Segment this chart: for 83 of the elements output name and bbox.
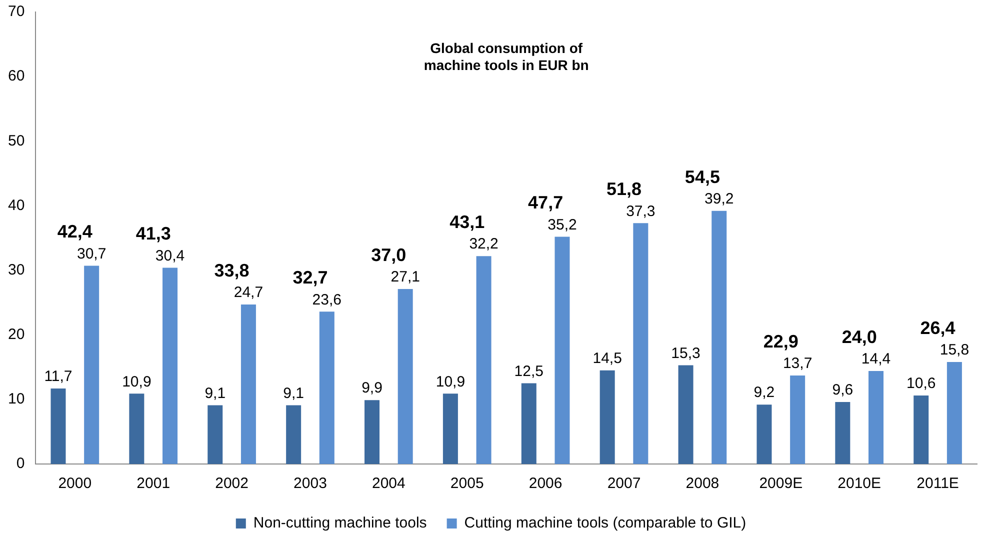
bar (633, 223, 648, 464)
x-tick-label: 2000 (58, 475, 92, 492)
total-label: 41,3 (136, 224, 171, 244)
bar (50, 388, 66, 464)
data-label: 32,2 (469, 236, 498, 253)
bar (398, 289, 413, 464)
data-label: 39,2 (704, 190, 734, 208)
data-label: 24,7 (234, 284, 264, 302)
y-tick-label: 0 (16, 455, 25, 472)
x-tick-label: 2008 (686, 475, 720, 492)
x-tick-label: 2004 (372, 475, 406, 492)
y-tick-label: 30 (8, 261, 25, 278)
data-label: 13,7 (782, 355, 812, 372)
data-label: 9,1 (204, 384, 226, 402)
total-label: 51,8 (606, 179, 642, 200)
data-label: 9,1 (283, 384, 304, 402)
data-label: 27,1 (390, 268, 420, 286)
data-label: 15,8 (940, 342, 970, 359)
total-label: 54,5 (684, 166, 720, 187)
total-label: 26,4 (920, 318, 956, 338)
data-label: 14,4 (861, 350, 891, 368)
total-label: 22,9 (763, 332, 798, 352)
x-tick-label: 2011E (916, 475, 959, 492)
bar (162, 268, 178, 464)
bar (946, 362, 962, 464)
bar (521, 383, 536, 464)
total-label: 33,8 (214, 260, 250, 280)
bar (756, 404, 772, 464)
bar (476, 256, 492, 464)
bar (790, 376, 806, 464)
y-tick-label: 60 (8, 68, 25, 85)
y-tick-label: 20 (8, 326, 25, 343)
bar (835, 402, 850, 464)
bar (554, 236, 570, 464)
total-label: 37,0 (371, 244, 406, 265)
data-label: 23,6 (312, 291, 342, 308)
bar (319, 312, 334, 464)
bar (286, 405, 302, 464)
bar (600, 370, 615, 464)
total-label: 24,0 (842, 326, 877, 347)
legend-label: Non-cutting machine tools (253, 514, 427, 532)
data-label: 9,9 (362, 380, 382, 397)
data-label: 30,4 (155, 247, 185, 264)
bar (84, 266, 100, 464)
y-tick-label: 10 (8, 390, 25, 408)
bar (442, 394, 458, 464)
x-tick-label: 2001 (136, 475, 170, 492)
x-tick-label: 2002 (215, 475, 248, 492)
legend-label: Cutting machine tools (comparable to GIL) (464, 514, 746, 532)
total-label: 47,7 (528, 192, 564, 213)
data-label: 11,7 (44, 368, 72, 386)
bar (678, 365, 694, 464)
bar (240, 304, 256, 464)
x-tick-label: 2005 (450, 475, 484, 492)
text: Global consumption of machine tools in EUR bn (424, 40, 589, 73)
data-label: 14,5 (592, 350, 622, 368)
data-label: 37,3 (626, 202, 656, 220)
x-tick-label: 2006 (528, 475, 562, 492)
data-label: 10,6 (906, 375, 936, 392)
bar (914, 396, 929, 464)
bar (712, 210, 727, 464)
data-label: 30,7 (76, 245, 106, 262)
bar (129, 394, 144, 464)
x-tick-label: 2007 (607, 475, 641, 492)
bar (868, 371, 884, 464)
total-label: 42,4 (57, 222, 92, 242)
data-label: 15,3 (671, 344, 700, 362)
total-label: 32,7 (292, 268, 328, 288)
x-tick-label: 2003 (294, 475, 327, 492)
data-label: 35,2 (548, 216, 577, 234)
data-label: 10,9 (436, 373, 466, 390)
x-tick-label: 2010E (838, 475, 882, 492)
bar (364, 400, 380, 464)
bar (208, 405, 223, 464)
data-label: 12,5 (514, 362, 544, 380)
data-label: 9,6 (832, 382, 854, 399)
y-tick-label: 70 (8, 3, 25, 20)
data-label: 10,9 (122, 373, 152, 390)
y-tick-label: 40 (8, 196, 25, 214)
x-tick-label: 2009E (759, 475, 803, 492)
y-tick-label: 50 (8, 132, 25, 150)
data-label: 9,2 (754, 384, 775, 402)
total-label: 43,1 (450, 212, 485, 232)
